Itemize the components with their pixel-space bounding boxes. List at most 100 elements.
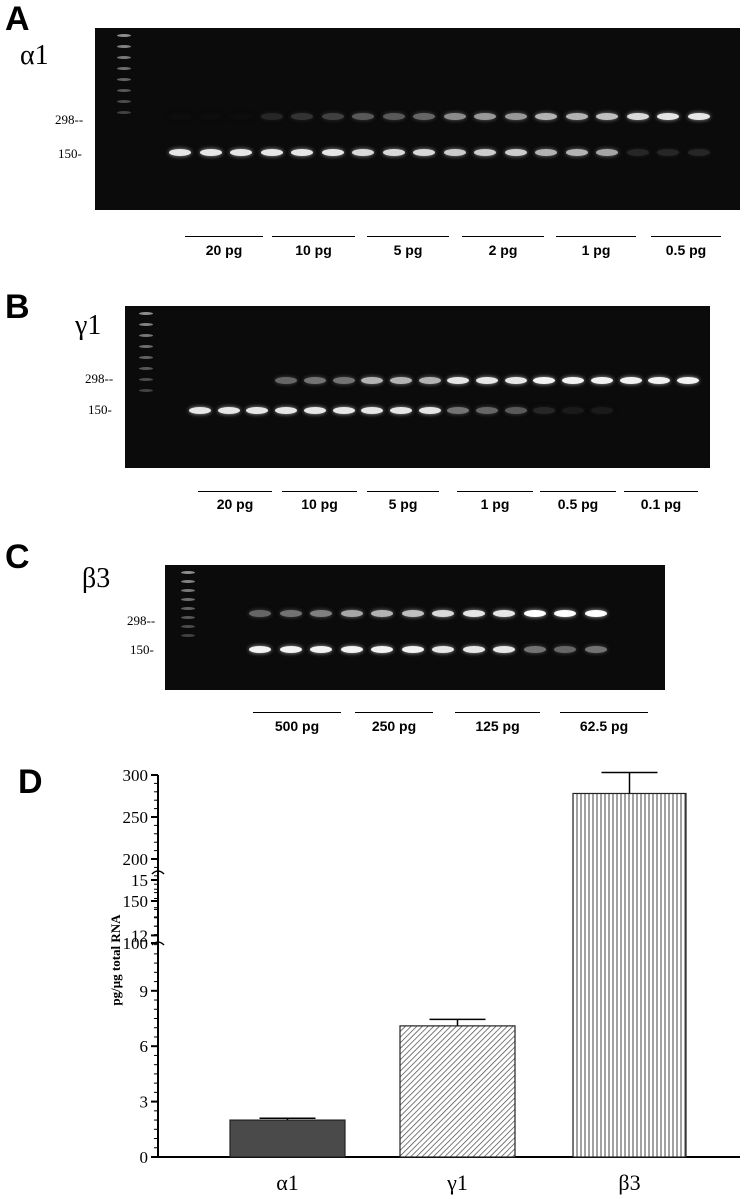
gel-image-b bbox=[125, 306, 710, 468]
band-298 bbox=[443, 113, 466, 120]
ladder-band bbox=[181, 571, 195, 574]
lane-group-label: 0.1 pg bbox=[640, 496, 682, 512]
y-tick-label: 200 bbox=[123, 850, 149, 869]
ladder-band bbox=[139, 389, 153, 392]
x-category-label: γ1 bbox=[446, 1170, 468, 1195]
band-150 bbox=[340, 646, 363, 653]
y-tick-label: 100 bbox=[123, 934, 149, 953]
band-150 bbox=[657, 149, 679, 156]
ladder-band bbox=[181, 580, 195, 583]
ladder-band bbox=[117, 100, 131, 103]
lane-group-label: 20 pg bbox=[205, 242, 243, 258]
gene-label-a: α1 bbox=[20, 40, 49, 71]
lane-group-label: 2 pg bbox=[488, 242, 518, 258]
band-150 bbox=[474, 149, 496, 156]
lane-group-line bbox=[355, 712, 433, 713]
band-150 bbox=[279, 646, 302, 653]
ladder-band bbox=[117, 34, 131, 37]
band-298 bbox=[432, 610, 454, 617]
band-150 bbox=[382, 149, 405, 156]
ladder-band bbox=[117, 56, 131, 59]
band-298 bbox=[596, 113, 618, 120]
x-category-label: α1 bbox=[276, 1170, 299, 1195]
band-150 bbox=[230, 149, 252, 156]
ladder-band bbox=[117, 67, 131, 70]
band-298 bbox=[401, 610, 424, 617]
band-298 bbox=[321, 113, 344, 120]
lane-group-line bbox=[560, 712, 648, 713]
band-298 bbox=[565, 113, 588, 120]
y-tick-label: 3 bbox=[140, 1093, 149, 1112]
ladder-band bbox=[181, 607, 195, 610]
y-tick-label: 12 bbox=[131, 926, 148, 945]
band-298 bbox=[279, 610, 302, 617]
band-150 bbox=[462, 646, 485, 653]
lane-group-label: 500 pg bbox=[274, 718, 320, 734]
lane-group-label: 5 pg bbox=[388, 496, 418, 512]
band-298 bbox=[554, 610, 576, 617]
axis-break-mark bbox=[151, 870, 165, 875]
marker-298-a: 298-- bbox=[55, 112, 84, 127]
band-150 bbox=[199, 149, 222, 156]
y-tick-label: 15 bbox=[131, 871, 148, 890]
bar-1 bbox=[399, 1025, 516, 1158]
lane-group-line bbox=[455, 712, 540, 713]
band-298 bbox=[535, 113, 557, 120]
band-298 bbox=[418, 377, 441, 384]
lane-group-line bbox=[462, 236, 544, 237]
band-150 bbox=[523, 646, 546, 653]
band-298 bbox=[340, 610, 363, 617]
gel-image-a bbox=[95, 28, 740, 210]
band-150 bbox=[596, 149, 618, 156]
band-150 bbox=[626, 149, 649, 156]
band-150 bbox=[687, 149, 710, 156]
band-298 bbox=[504, 113, 527, 120]
marker-298-c: 298-- bbox=[127, 613, 156, 628]
band-298 bbox=[249, 610, 271, 617]
ladder-band bbox=[181, 634, 195, 637]
band-298 bbox=[199, 113, 222, 120]
band-298 bbox=[590, 377, 613, 384]
ladder-band bbox=[139, 378, 153, 381]
ladder-band bbox=[117, 89, 131, 92]
lane-group-line bbox=[253, 712, 341, 713]
band-298 bbox=[474, 113, 496, 120]
lane-group-line bbox=[272, 236, 355, 237]
band-298 bbox=[562, 377, 585, 384]
band-298 bbox=[676, 377, 699, 384]
band-298 bbox=[382, 113, 405, 120]
lane-group-line bbox=[556, 236, 636, 237]
ladder-band bbox=[139, 345, 153, 348]
y-tick-label: 9 bbox=[140, 982, 149, 1001]
band-298 bbox=[332, 377, 355, 384]
band-298 bbox=[447, 377, 470, 384]
band-298 bbox=[413, 113, 435, 120]
band-298 bbox=[389, 377, 412, 384]
band-298 bbox=[230, 113, 252, 120]
panel-letter-b: B bbox=[5, 288, 30, 326]
lane-group-label: 1 pg bbox=[581, 242, 611, 258]
band-298 bbox=[648, 377, 671, 384]
lane-group-line bbox=[367, 491, 439, 492]
lane-group-line bbox=[185, 236, 263, 237]
lane-group-label: 10 pg bbox=[295, 242, 332, 258]
gel-image-c bbox=[165, 565, 665, 690]
band-150 bbox=[189, 407, 211, 414]
band-298 bbox=[584, 610, 607, 617]
band-150 bbox=[352, 149, 374, 156]
band-298 bbox=[462, 610, 485, 617]
bar-2 bbox=[572, 792, 687, 1158]
lane-group-label: 10 pg bbox=[301, 496, 338, 512]
band-298 bbox=[169, 113, 191, 120]
lane-group-label: 5 pg bbox=[393, 242, 423, 258]
x-category-label: β3 bbox=[618, 1170, 640, 1195]
band-298 bbox=[626, 113, 649, 120]
marker-150-b: 150- bbox=[88, 402, 112, 417]
band-150 bbox=[447, 407, 470, 414]
band-298 bbox=[533, 377, 556, 384]
band-298 bbox=[352, 113, 374, 120]
ladder-band bbox=[181, 616, 195, 619]
band-150 bbox=[476, 407, 498, 414]
panel-letter-d: D bbox=[18, 763, 43, 801]
band-298 bbox=[310, 610, 332, 617]
